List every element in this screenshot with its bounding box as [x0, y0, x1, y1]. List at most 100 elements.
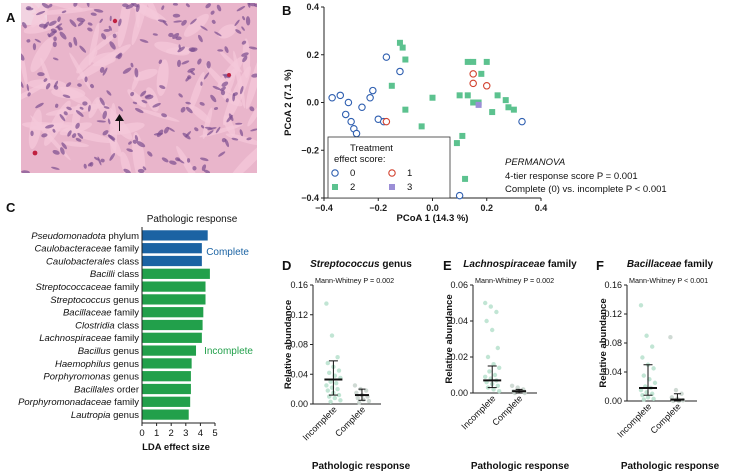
strep-point: [352, 383, 358, 388]
histology-nucleus: [62, 94, 71, 98]
histology-nucleus: [181, 60, 190, 65]
histology-nucleus: [134, 67, 139, 78]
histology-nucleus: [97, 156, 102, 166]
histology-nucleus: [34, 38, 41, 43]
histology-nucleus: [66, 82, 72, 87]
strep-point: [329, 333, 335, 338]
histology-nucleus: [217, 49, 224, 52]
pcoa-point-tier-2: [464, 92, 471, 99]
histology-nucleus: [100, 158, 105, 163]
histology-nucleus: [102, 130, 109, 136]
histology-nucleus: [52, 57, 59, 61]
histology-nucleus: [60, 147, 65, 155]
histology-nucleus: [175, 36, 182, 41]
pcoa-point-tier-2: [456, 92, 463, 99]
histology-nucleus: [83, 163, 87, 169]
histology-nucleus: [197, 58, 202, 65]
histology-nucleus: [172, 3, 178, 6]
bacil-title: Bacillaceae family: [627, 259, 714, 270]
histology-nucleus: [87, 162, 92, 167]
lachno-point: [515, 385, 520, 390]
lda-category-label: Bacillales order: [74, 384, 139, 395]
histology-nucleus: [216, 4, 222, 12]
histology-red-cell: [32, 150, 38, 156]
histology-nucleus: [178, 93, 183, 98]
strep-y-tick-label: 0.00: [290, 399, 308, 409]
bacil-point: [650, 344, 655, 349]
histology-nucleus: [99, 66, 105, 73]
histology-nucleus: [246, 137, 252, 141]
strep-point: [327, 370, 332, 375]
lda-bar: [142, 409, 189, 420]
histology-nucleus: [106, 90, 112, 96]
pcoa-point-tier-0: [369, 86, 377, 95]
lachno-title: Lachnospiraceae family: [463, 259, 577, 270]
histology-nucleus: [136, 141, 146, 148]
histology-nucleus: [178, 44, 181, 50]
bacil-point: [641, 397, 646, 402]
histology-nucleus: [90, 12, 97, 16]
pcoa-legend-label-3: 3: [407, 182, 412, 193]
histology-nucleus: [26, 39, 31, 43]
pcoa-x-tick-label: −0.2: [369, 203, 387, 213]
histology-fiber: [91, 31, 119, 53]
histology-fiber: [88, 97, 100, 119]
lachno-point: [484, 318, 489, 324]
histology-nucleus: [194, 127, 199, 132]
pcoa-point-tier-2: [399, 44, 406, 51]
lachno-point: [495, 345, 500, 351]
pcoa-legend-label-2: 2: [350, 182, 355, 193]
pcoa-y-tick-label: 0.0: [306, 98, 319, 108]
lda-group-label-complete: Complete: [206, 247, 249, 258]
pcoa-point-tier-2: [396, 39, 403, 46]
histology-nucleus: [197, 34, 203, 43]
pcoa-point-tier-1: [482, 82, 491, 90]
histology-nucleus: [108, 134, 115, 142]
bacil-stat: Mann-Whitney P < 0.001: [629, 276, 708, 285]
bacil-point: [641, 373, 646, 378]
histology-nucleus: [77, 21, 84, 27]
histology-nucleus: [84, 76, 88, 83]
histology-fiber: [221, 92, 243, 107]
histology-nucleus: [130, 91, 135, 97]
histology-nucleus: [87, 27, 93, 32]
histology-fiber: [131, 3, 150, 46]
histology-nucleus: [142, 166, 147, 171]
bacil-y-tick-label: 0.16: [604, 280, 622, 290]
histology-nucleus: [128, 141, 132, 145]
histology-nucleus: [53, 84, 59, 90]
histology-fiber: [88, 23, 100, 66]
pcoa-point-tier-0: [328, 93, 336, 102]
histology-nucleus: [152, 33, 158, 36]
lda-bar: [142, 268, 210, 279]
histology-nucleus: [226, 114, 233, 123]
histology-nucleus: [75, 122, 80, 129]
bacil-point: [645, 395, 651, 400]
lda-category-label: Pseudomonadota phylum: [31, 231, 139, 242]
histology-nucleus: [205, 3, 211, 9]
strep-point: [324, 383, 329, 388]
pcoa-y-tick-label: 0.4: [306, 2, 319, 12]
strep-x-tick-label: Incomplete: [301, 404, 339, 442]
histology-nucleus: [161, 5, 165, 10]
lda-category-label: Bacillus genus: [78, 346, 140, 357]
pcoa-point-tier-2: [489, 109, 496, 116]
histology-nucleus: [206, 60, 211, 69]
histology-nucleus: [77, 132, 84, 139]
histology-nucleus: [199, 157, 209, 162]
histology-nucleus: [21, 81, 24, 88]
pcoa-point-tier-1: [382, 117, 391, 126]
histology-nucleus: [102, 67, 108, 76]
histology-nucleus: [235, 122, 243, 125]
pcoa-point-tier-2: [470, 58, 477, 65]
histology-nucleus: [21, 52, 25, 61]
lda-category-label: Porphyromonadaceae family: [18, 397, 139, 408]
histology-nucleus: [190, 70, 195, 76]
lachno-point: [495, 383, 500, 388]
histology-nucleus: [79, 45, 87, 53]
pcoa-point-tier-1: [469, 79, 477, 88]
histology-nucleus: [132, 139, 137, 144]
histology-red-cell: [227, 73, 231, 77]
strep-y-tick-label: 0.16: [290, 280, 308, 290]
strep-point: [355, 395, 360, 401]
